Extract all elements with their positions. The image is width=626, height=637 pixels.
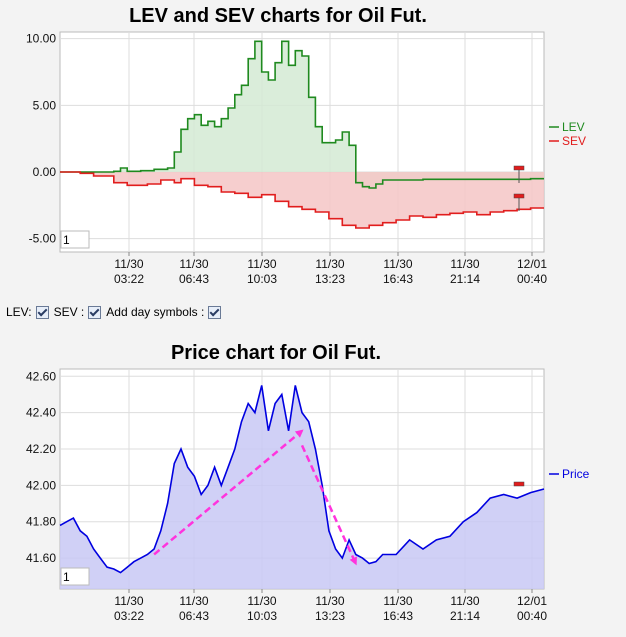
value-box[interactable] <box>60 567 90 586</box>
value-box[interactable] <box>60 230 90 249</box>
y-tick-label: 42.00 <box>26 478 56 492</box>
day-marker[interactable] <box>513 165 525 171</box>
x-tick-time: 16:43 <box>383 609 413 623</box>
x-tick-time: 13:23 <box>315 609 345 623</box>
lev-checkbox[interactable] <box>35 305 49 319</box>
series-line-price <box>59 385 545 574</box>
x-tick-time: 10:03 <box>247 272 277 286</box>
x-tick-date: 11/30 <box>383 594 412 608</box>
chart-title: Price chart for Oil Fut. <box>171 342 381 364</box>
x-tick-time: 03:22 <box>114 609 144 623</box>
series-area-price <box>60 385 544 589</box>
trend-arrow <box>153 429 304 556</box>
y-tick-label: 42.20 <box>26 442 56 456</box>
x-tick-time: 00:40 <box>517 609 547 623</box>
x-tick-date: 11/30 <box>383 257 412 271</box>
y-tick-label: 42.40 <box>26 406 56 420</box>
x-tick-date: 12/01 <box>517 257 547 271</box>
x-tick-date: 11/30 <box>315 594 344 608</box>
price-chart: Price chart for Oil Fut. 42.60 42.40 42.20… <box>26 342 590 623</box>
y-tick-label: -5.00 <box>29 232 57 246</box>
x-tick-date: 11/30 <box>114 594 143 608</box>
series-area-sev <box>60 172 544 228</box>
x-tick-date: 11/30 <box>114 257 143 271</box>
x-tick-time: 10:03 <box>247 609 277 623</box>
x-tick-date: 12/01 <box>517 594 547 608</box>
x-tick-time: 21:14 <box>450 609 480 623</box>
legend-label-lev: LEV <box>562 120 585 134</box>
x-tick-time: 13:23 <box>315 272 345 286</box>
x-tick-time: 03:22 <box>114 272 144 286</box>
lev-label: LEV: <box>6 305 32 319</box>
series-line-sev <box>60 171 544 229</box>
series-toggles: LEV: SEV : Add day symbols : <box>6 305 224 319</box>
x-tick-time: 00:40 <box>517 272 547 286</box>
y-tick-label: 5.00 <box>33 98 57 112</box>
x-tick-time: 16:43 <box>383 272 413 286</box>
value-box-text: 1 <box>63 570 70 584</box>
day-symbols-checkbox[interactable] <box>208 305 222 319</box>
series-line-lev <box>60 40 544 189</box>
x-tick-date: 11/30 <box>179 594 208 608</box>
x-tick-date: 11/30 <box>450 594 479 608</box>
y-tick-label: 42.60 <box>26 369 56 383</box>
x-tick-time: 21:14 <box>450 272 480 286</box>
x-tick-date: 11/30 <box>247 257 276 271</box>
y-tick-label: 10.00 <box>26 32 56 46</box>
sev-checkbox[interactable] <box>88 305 102 319</box>
x-tick-date: 11/30 <box>315 257 344 271</box>
x-tick-date: 11/30 <box>450 257 479 271</box>
legend-label-price: Price <box>562 467 590 481</box>
day-marker[interactable] <box>513 193 525 199</box>
x-tick-date: 11/30 <box>179 257 208 271</box>
day-marker[interactable] <box>513 481 525 487</box>
value-box-text: 1 <box>63 233 70 247</box>
y-tick-label: 41.80 <box>26 515 56 529</box>
x-tick-date: 11/30 <box>247 594 276 608</box>
x-tick-time: 06:43 <box>179 272 209 286</box>
y-tick-label: 41.60 <box>26 551 56 565</box>
chart-title: LEV and SEV charts for Oil Fut. <box>129 5 427 27</box>
sev-label: SEV : <box>53 305 85 319</box>
legend-label-sev: SEV <box>562 134 586 148</box>
day-symbols-label: Add day symbols : <box>106 305 205 319</box>
y-tick-label: 0.00 <box>33 165 57 179</box>
lev-sev-chart: LEV and SEV charts for Oil Fut. 10.005.0… <box>26 5 586 286</box>
x-tick-time: 06:43 <box>179 609 209 623</box>
